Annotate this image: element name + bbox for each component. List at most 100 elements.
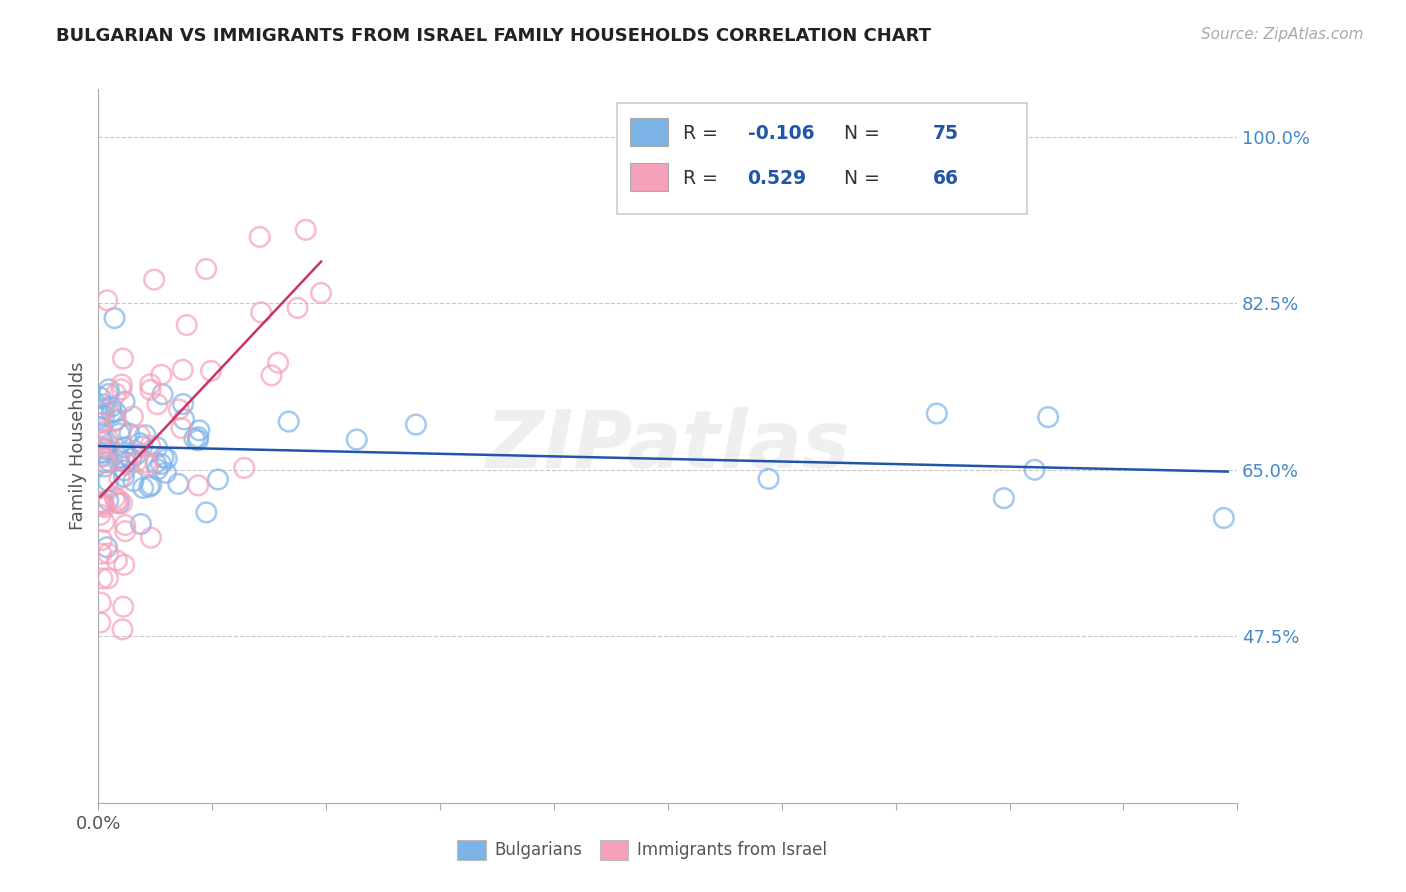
FancyBboxPatch shape <box>617 103 1026 214</box>
Point <box>112 463 135 477</box>
Point <box>91 442 114 456</box>
Point <box>112 469 135 483</box>
Point <box>146 397 169 411</box>
Point <box>90 416 112 430</box>
Point <box>250 305 273 319</box>
Text: ZIPatlas: ZIPatlas <box>485 407 851 485</box>
Point <box>100 400 122 414</box>
Point <box>110 382 132 396</box>
Point <box>267 356 290 370</box>
Point <box>758 472 780 486</box>
Point <box>134 428 156 442</box>
Point <box>125 448 148 462</box>
Point <box>107 453 129 467</box>
Text: -0.106: -0.106 <box>748 124 814 143</box>
Point <box>167 476 190 491</box>
Point <box>91 449 114 463</box>
Point <box>287 301 309 315</box>
Point <box>90 596 112 610</box>
Point <box>94 456 117 470</box>
Point <box>117 458 139 472</box>
Point <box>114 455 136 469</box>
Point <box>993 491 1015 506</box>
Point <box>136 458 159 473</box>
Point <box>93 515 115 529</box>
Point <box>105 495 128 509</box>
Point <box>97 387 120 401</box>
FancyBboxPatch shape <box>599 840 628 860</box>
Point <box>1212 511 1234 525</box>
Point <box>128 436 150 450</box>
Point <box>249 230 271 244</box>
Point <box>107 492 129 507</box>
Point <box>89 410 111 425</box>
Point <box>112 441 135 455</box>
Point <box>112 599 135 614</box>
Point <box>195 262 218 277</box>
Point <box>207 473 229 487</box>
Point <box>104 387 127 401</box>
Point <box>155 466 177 480</box>
Text: N =: N = <box>845 169 886 188</box>
Point <box>129 516 152 531</box>
Point <box>97 547 120 561</box>
Point <box>101 405 124 419</box>
Text: R =: R = <box>683 124 724 143</box>
Point <box>104 491 127 505</box>
Point <box>132 481 155 495</box>
Point <box>233 461 256 475</box>
Point <box>93 402 115 417</box>
Point <box>89 391 111 405</box>
Point <box>145 456 167 470</box>
Point <box>108 496 131 510</box>
Point <box>122 474 145 488</box>
FancyBboxPatch shape <box>457 840 485 860</box>
Point <box>93 500 115 515</box>
Point <box>112 558 135 572</box>
FancyBboxPatch shape <box>630 162 668 191</box>
Point <box>111 623 134 637</box>
Text: 66: 66 <box>934 169 959 188</box>
Point <box>89 446 111 460</box>
Point <box>90 442 112 456</box>
Point <box>90 547 112 561</box>
Point <box>138 480 160 494</box>
Point <box>91 397 114 411</box>
Point <box>93 445 115 459</box>
Point <box>97 493 120 508</box>
Point <box>139 377 162 392</box>
Point <box>96 293 118 308</box>
Point <box>97 571 120 585</box>
Point <box>104 414 127 428</box>
Point <box>139 383 162 397</box>
Point <box>118 426 141 441</box>
Point <box>146 440 169 454</box>
Point <box>195 505 218 519</box>
Point <box>98 440 121 454</box>
Point <box>114 518 136 533</box>
Point <box>122 409 145 424</box>
Point <box>111 377 134 392</box>
Point <box>152 450 174 465</box>
Point <box>150 368 173 382</box>
Point <box>188 423 211 437</box>
Point <box>89 420 111 434</box>
Point <box>97 432 120 446</box>
Point <box>1036 410 1059 425</box>
Point <box>260 368 283 383</box>
Point <box>114 394 136 409</box>
Point <box>97 382 120 396</box>
Text: 0.529: 0.529 <box>748 169 807 188</box>
Point <box>110 422 132 436</box>
Point <box>925 407 948 421</box>
Point <box>143 272 166 286</box>
Point <box>156 451 179 466</box>
Text: BULGARIAN VS IMMIGRANTS FROM ISRAEL FAMILY HOUSEHOLDS CORRELATION CHART: BULGARIAN VS IMMIGRANTS FROM ISRAEL FAMI… <box>56 27 931 45</box>
Point <box>93 409 115 423</box>
Text: Immigrants from Israel: Immigrants from Israel <box>637 841 827 859</box>
Point <box>103 311 125 326</box>
Y-axis label: Family Households: Family Households <box>69 362 87 530</box>
Point <box>89 434 111 448</box>
Point <box>135 455 157 469</box>
Point <box>187 430 209 444</box>
